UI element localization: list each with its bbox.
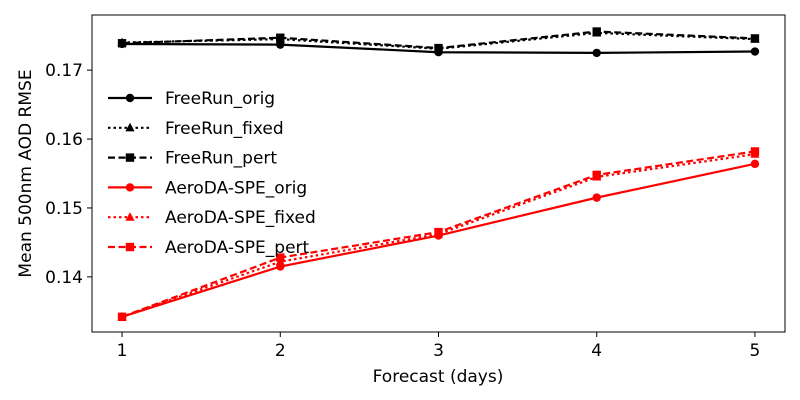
series-line xyxy=(121,153,756,318)
series-aeroda-spe-pert xyxy=(117,147,760,322)
y-tick-label: 0.14 xyxy=(45,268,83,288)
legend-marker xyxy=(125,183,135,192)
legend-label: AeroDA-SPE_orig xyxy=(165,178,307,198)
x-axis: 1 2 3 4 5 xyxy=(117,332,761,361)
data-point xyxy=(276,253,285,262)
series-freerun-pert xyxy=(117,27,760,53)
x-tick-label: 5 xyxy=(750,341,761,361)
legend-item: FreeRun_orig xyxy=(108,89,275,109)
legend-marker xyxy=(125,242,135,252)
data-point xyxy=(434,43,443,53)
data-point xyxy=(750,34,760,43)
x-tick-label: 3 xyxy=(433,341,444,361)
legend-label: AeroDA-SPE_pert xyxy=(165,238,310,258)
data-point xyxy=(117,312,127,322)
x-tick-label: 4 xyxy=(591,341,602,361)
legend-item: FreeRun_fixed xyxy=(108,119,284,139)
legend-marker xyxy=(125,93,135,103)
legend-item: AeroDA-SPE_pert xyxy=(108,238,310,258)
legend-item: AeroDA-SPE_fixed xyxy=(108,208,316,228)
data-point xyxy=(750,47,760,56)
data-point xyxy=(592,48,601,58)
legend-marker xyxy=(125,212,135,221)
y-tick-label: 0.15 xyxy=(45,199,83,219)
legend-item: FreeRun_pert xyxy=(108,149,277,169)
y-tick-label: 0.17 xyxy=(45,61,83,81)
data-point xyxy=(592,193,601,202)
legend-label: AeroDA-SPE_fixed xyxy=(165,208,316,228)
y-axis: 0.14 0.15 0.16 0.17 xyxy=(45,61,92,288)
data-point xyxy=(276,33,285,42)
legend-marker xyxy=(125,153,135,162)
series-layer xyxy=(117,27,760,322)
data-point xyxy=(750,159,760,169)
plot-frame xyxy=(91,14,786,333)
legend: FreeRun_orig FreeRun_fixed FreeRun_pert Aer… xyxy=(108,89,316,258)
data-point xyxy=(592,170,601,180)
legend-item: AeroDA-SPE_orig xyxy=(108,178,307,198)
legend-marker xyxy=(125,122,135,132)
legend-label: FreeRun_fixed xyxy=(165,119,284,139)
x-axis-label: Forecast (days) xyxy=(373,367,504,387)
y-axis-label: Mean 500nm AOD RMSE xyxy=(16,69,36,277)
x-tick-label: 1 xyxy=(117,341,128,361)
legend-label: FreeRun_pert xyxy=(165,149,277,169)
data-point xyxy=(750,147,760,156)
data-point xyxy=(592,27,601,36)
y-tick-label: 0.16 xyxy=(45,130,83,150)
legend-label: FreeRun_orig xyxy=(165,89,275,109)
data-point xyxy=(434,227,443,237)
data-point xyxy=(117,39,127,48)
x-tick-label: 2 xyxy=(275,341,286,361)
